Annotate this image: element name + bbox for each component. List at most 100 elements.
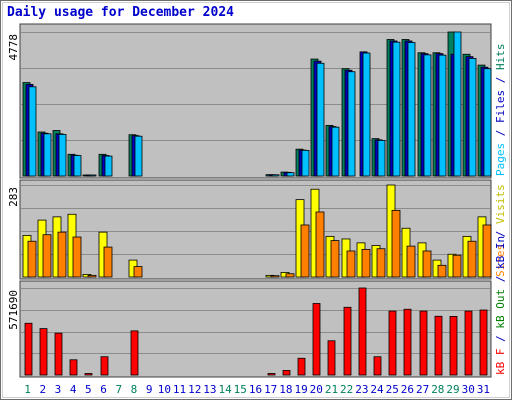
x-tick-label-day-8: 8 bbox=[131, 383, 138, 396]
bar-sites-day-30 bbox=[467, 240, 477, 278]
x-tick-label-day-23: 23 bbox=[355, 383, 368, 396]
bar-sites-day-23 bbox=[361, 248, 371, 278]
x-tick-label-day-31: 31 bbox=[477, 383, 490, 396]
panel-bottom bbox=[19, 280, 492, 378]
bar-pages-day-8 bbox=[134, 135, 143, 177]
bar-sites-day-29 bbox=[452, 254, 462, 278]
bar-pages-day-24 bbox=[377, 140, 386, 177]
legend-entry: / bbox=[494, 224, 507, 244]
bar-sites-day-17 bbox=[270, 275, 280, 278]
x-tick-label-day-10: 10 bbox=[158, 383, 171, 396]
bar-kb-out-day-28 bbox=[434, 315, 443, 376]
bar-pages-day-6 bbox=[104, 155, 113, 177]
bar-sites-day-5 bbox=[87, 274, 97, 278]
x-tick-label-day-6: 6 bbox=[100, 383, 107, 396]
bar-kb-out-day-20 bbox=[312, 303, 321, 376]
y-max-label-bottom: 571690 bbox=[7, 290, 20, 330]
bar-sites-day-20 bbox=[315, 211, 325, 278]
bar-kb-out-day-22 bbox=[343, 306, 352, 376]
bar-kb-out-day-18 bbox=[282, 370, 291, 376]
bar-sites-day-2 bbox=[42, 234, 52, 278]
bar-pages-day-4 bbox=[73, 155, 82, 177]
y-max-label-top: 4778 bbox=[7, 34, 20, 61]
bar-kb-out-day-29 bbox=[449, 316, 458, 376]
bar-pages-day-20 bbox=[316, 62, 325, 177]
legend-entry: / bbox=[494, 123, 507, 143]
bar-kb-out-day-24 bbox=[373, 356, 382, 376]
x-tick-label-day-27: 27 bbox=[416, 383, 429, 396]
legend-middle: Sites / Visits bbox=[494, 184, 507, 277]
bar-pages-day-17 bbox=[271, 174, 280, 177]
x-tick-label-day-20: 20 bbox=[310, 383, 323, 396]
bar-sites-day-6 bbox=[103, 246, 113, 278]
bar-pages-day-26 bbox=[407, 42, 416, 177]
bar-sites-day-28 bbox=[437, 264, 447, 278]
legend-entry: Files bbox=[494, 90, 507, 123]
legend-entry: Pages bbox=[494, 143, 507, 176]
bar-kb-out-day-1 bbox=[24, 322, 33, 376]
x-tick-label-day-14: 14 bbox=[218, 383, 232, 396]
bar-kb-out-day-27 bbox=[419, 310, 428, 376]
x-tick-label-day-7: 7 bbox=[115, 383, 122, 396]
bar-kb-out-day-4 bbox=[69, 359, 78, 376]
bar-pages-day-3 bbox=[58, 134, 67, 177]
x-tick-label-day-4: 4 bbox=[70, 383, 77, 396]
bar-sites-day-27 bbox=[422, 250, 432, 278]
bar-kb-out-day-8 bbox=[130, 330, 139, 376]
x-tick-label-day-29: 29 bbox=[446, 383, 459, 396]
bar-sites-day-4 bbox=[72, 236, 82, 278]
x-tick-label-day-22: 22 bbox=[340, 383, 353, 396]
legend-top: Pages / Files / Hits bbox=[494, 44, 507, 177]
legend-entry: / bbox=[494, 269, 507, 289]
x-tick-label-day-18: 18 bbox=[279, 383, 292, 396]
x-tick-label-day-19: 19 bbox=[294, 383, 307, 396]
bar-sites-day-3 bbox=[57, 231, 67, 278]
bar-kb-out-day-31 bbox=[479, 309, 488, 376]
bar-sites-day-8 bbox=[133, 266, 143, 278]
x-tick-label-day-5: 5 bbox=[85, 383, 92, 396]
x-tick-label-day-13: 13 bbox=[203, 383, 216, 396]
x-tick-label-day-1: 1 bbox=[24, 383, 31, 396]
legend-entry: Hits bbox=[494, 44, 507, 71]
legend-entry: Sites bbox=[494, 244, 507, 277]
bar-sites-day-22 bbox=[346, 250, 356, 278]
x-tick-label-day-11: 11 bbox=[173, 383, 186, 396]
bar-sites-day-19 bbox=[300, 224, 310, 278]
bar-kb-out-day-26 bbox=[403, 308, 412, 376]
bar-kb-out-day-5 bbox=[84, 373, 93, 376]
legend-bottom: kB F / kB Out / kB In bbox=[494, 236, 507, 375]
bar-sites-day-25 bbox=[391, 209, 401, 278]
bar-sites-day-26 bbox=[406, 245, 416, 278]
chart-title: Daily usage for December 2024 bbox=[7, 5, 234, 20]
bar-kb-out-day-30 bbox=[464, 310, 473, 376]
y-max-label-middle: 283 bbox=[7, 187, 20, 207]
bar-sites-day-24 bbox=[376, 248, 386, 278]
bar-kb-out-day-3 bbox=[54, 332, 63, 376]
bar-pages-day-19 bbox=[301, 149, 310, 177]
bar-pages-day-31 bbox=[483, 68, 492, 177]
x-tick-label-day-3: 3 bbox=[55, 383, 62, 396]
legend-entry: kB Out bbox=[494, 289, 507, 329]
x-tick-label-day-24: 24 bbox=[370, 383, 384, 396]
bar-pages-day-5 bbox=[88, 174, 97, 177]
x-tick-label-day-16: 16 bbox=[249, 383, 262, 396]
x-tick-label-day-15: 15 bbox=[234, 383, 247, 396]
bar-kb-out-day-2 bbox=[39, 328, 48, 376]
bar-pages-day-29 bbox=[453, 31, 462, 177]
legend-entry: / bbox=[494, 70, 507, 90]
x-tick-label-day-9: 9 bbox=[146, 383, 153, 396]
x-tick-label-day-2: 2 bbox=[39, 383, 46, 396]
bar-pages-day-18 bbox=[286, 172, 295, 177]
bar-sites-day-18 bbox=[285, 273, 295, 278]
bar-pages-day-1 bbox=[28, 86, 37, 177]
x-tick-label-day-21: 21 bbox=[325, 383, 338, 396]
bar-kb-out-day-17 bbox=[267, 373, 276, 376]
bar-kb-out-day-6 bbox=[100, 356, 109, 376]
legend-entry: kB In bbox=[494, 236, 507, 269]
bar-sites-day-21 bbox=[330, 240, 340, 278]
bar-sites-day-31 bbox=[482, 224, 492, 278]
bar-pages-day-22 bbox=[347, 71, 356, 177]
